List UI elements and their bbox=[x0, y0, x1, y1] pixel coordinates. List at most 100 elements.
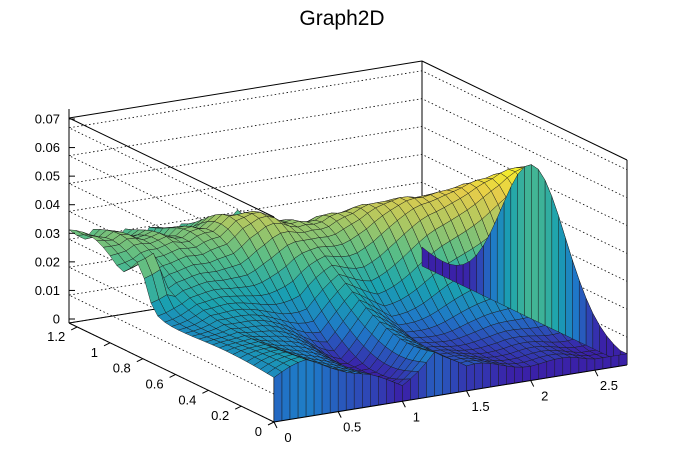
y-tick-mark bbox=[103, 342, 111, 347]
y-tick-mark bbox=[136, 358, 144, 363]
front-wall-cell bbox=[297, 359, 307, 419]
z-tick-label: 0.01 bbox=[35, 283, 60, 298]
y-tick-label: 1.2 bbox=[47, 329, 65, 344]
front-wall-cell bbox=[482, 362, 491, 389]
front-wall-cell bbox=[498, 364, 507, 386]
front-wall-cell bbox=[458, 361, 467, 393]
x-tick-label: 1 bbox=[413, 409, 420, 424]
front-wall-cell bbox=[522, 366, 531, 383]
y-tick-label: 0.2 bbox=[211, 408, 229, 423]
front-wall-cell bbox=[281, 366, 291, 421]
front-wall-cell bbox=[442, 355, 451, 396]
front-wall-cell bbox=[321, 364, 331, 415]
side-wall-cell bbox=[558, 216, 566, 336]
front-wall-cell bbox=[594, 357, 604, 371]
side-wall-cell bbox=[490, 217, 498, 303]
front-wall-cell bbox=[353, 373, 363, 410]
front-wall-cell bbox=[538, 361, 548, 380]
side-wall-cell bbox=[531, 164, 539, 323]
x-tick-label: 2.5 bbox=[600, 378, 618, 393]
front-wall-cell bbox=[490, 363, 499, 388]
side-wall-cell bbox=[578, 280, 587, 346]
front-wall-cell bbox=[474, 362, 483, 390]
side-wall-cell bbox=[469, 254, 477, 293]
side-wall-cell bbox=[449, 263, 457, 283]
x-tick-label: 0 bbox=[284, 430, 291, 445]
y-tick-label: 0.8 bbox=[113, 361, 131, 376]
front-wall-cell bbox=[337, 370, 347, 412]
x-tick-label: 0.5 bbox=[343, 420, 361, 435]
frame-edge-0 bbox=[68, 322, 275, 423]
front-wall-cell bbox=[394, 382, 403, 403]
frame-edge-5 bbox=[68, 60, 423, 119]
x-tick-mark bbox=[273, 421, 278, 429]
front-wall-cell bbox=[450, 358, 459, 394]
front-wall-cell bbox=[610, 354, 620, 368]
frame-edge-8 bbox=[421, 60, 628, 161]
x-tick-mark bbox=[337, 411, 342, 418]
x-tick-label: 2 bbox=[541, 389, 548, 404]
x-axis: 0 0.5 1 1.5 2 2.5 bbox=[273, 369, 618, 445]
side-wall-cell bbox=[551, 196, 559, 333]
front-wall-cell bbox=[578, 357, 588, 374]
y-axis: 0 0.2 0.4 0.6 0.8 1 1.2 bbox=[47, 326, 275, 439]
side-wall-cell bbox=[599, 324, 607, 356]
z-tick-label: 0.07 bbox=[35, 112, 60, 127]
side-wall-cell bbox=[544, 180, 553, 330]
surface-mesh bbox=[68, 164, 628, 423]
side-wall-cell bbox=[455, 264, 464, 287]
side-wall-cell bbox=[606, 335, 614, 359]
side-wall-cell bbox=[537, 168, 546, 326]
front-wall-cell bbox=[362, 373, 371, 409]
side-wall-cell bbox=[524, 164, 532, 320]
side-wall-cell bbox=[462, 260, 471, 290]
side-wall-cell bbox=[496, 202, 505, 306]
y-tick-mark bbox=[234, 405, 242, 410]
z-tick-label: 0.05 bbox=[35, 169, 60, 184]
front-wall-cell bbox=[514, 366, 523, 384]
y-tick-mark bbox=[70, 326, 78, 331]
frame-edge-9 bbox=[68, 117, 275, 218]
y-tick-label: 0 bbox=[255, 424, 262, 439]
x-tick-label: 1.5 bbox=[472, 399, 490, 414]
y-tick-label: 0.6 bbox=[146, 376, 164, 391]
front-wall-cell bbox=[289, 362, 299, 420]
front-wall-cell bbox=[546, 359, 556, 379]
z-tick-label: 0.06 bbox=[35, 140, 60, 155]
front-wall-cell bbox=[586, 358, 596, 372]
front-wall-cell bbox=[506, 365, 515, 385]
side-wall-cell bbox=[592, 312, 600, 353]
front-wall-cell bbox=[618, 353, 628, 367]
y-tick-mark bbox=[202, 389, 209, 394]
front-wall-cell bbox=[530, 363, 540, 381]
x-tick-mark bbox=[401, 401, 406, 408]
side-wall-cell bbox=[517, 165, 525, 316]
front-wall-cell bbox=[370, 374, 379, 407]
front-wall-cell bbox=[562, 357, 572, 376]
side-wall-cell bbox=[585, 298, 594, 349]
y-tick-label: 1 bbox=[91, 345, 98, 360]
chart-title: Graph2D bbox=[299, 7, 384, 30]
side-wall-cell bbox=[572, 259, 580, 343]
front-wall-cell bbox=[313, 361, 323, 416]
side-wall-cell bbox=[565, 238, 573, 339]
y-tick-mark bbox=[169, 374, 176, 378]
x-tick-mark bbox=[594, 369, 599, 377]
front-wall-cell bbox=[466, 363, 475, 392]
front-edge-0 bbox=[273, 364, 628, 423]
side-wall-cell bbox=[510, 174, 518, 313]
front-wall-cell bbox=[378, 376, 387, 406]
y-tick-mark bbox=[267, 421, 275, 426]
front-wall-cell bbox=[386, 378, 395, 405]
y-tick-label: 0.4 bbox=[178, 392, 196, 407]
side-wall-cell bbox=[503, 186, 512, 310]
front-axis-frame bbox=[68, 109, 628, 423]
front-wall-cell bbox=[329, 367, 339, 414]
z-tick-label: 0.02 bbox=[35, 254, 60, 269]
front-wall-cell bbox=[305, 359, 315, 418]
x-tick-mark bbox=[530, 380, 535, 387]
side-wall-cell bbox=[421, 246, 430, 270]
z-tick-label: 0 bbox=[53, 312, 60, 327]
z-tick-label: 0.03 bbox=[35, 226, 60, 241]
